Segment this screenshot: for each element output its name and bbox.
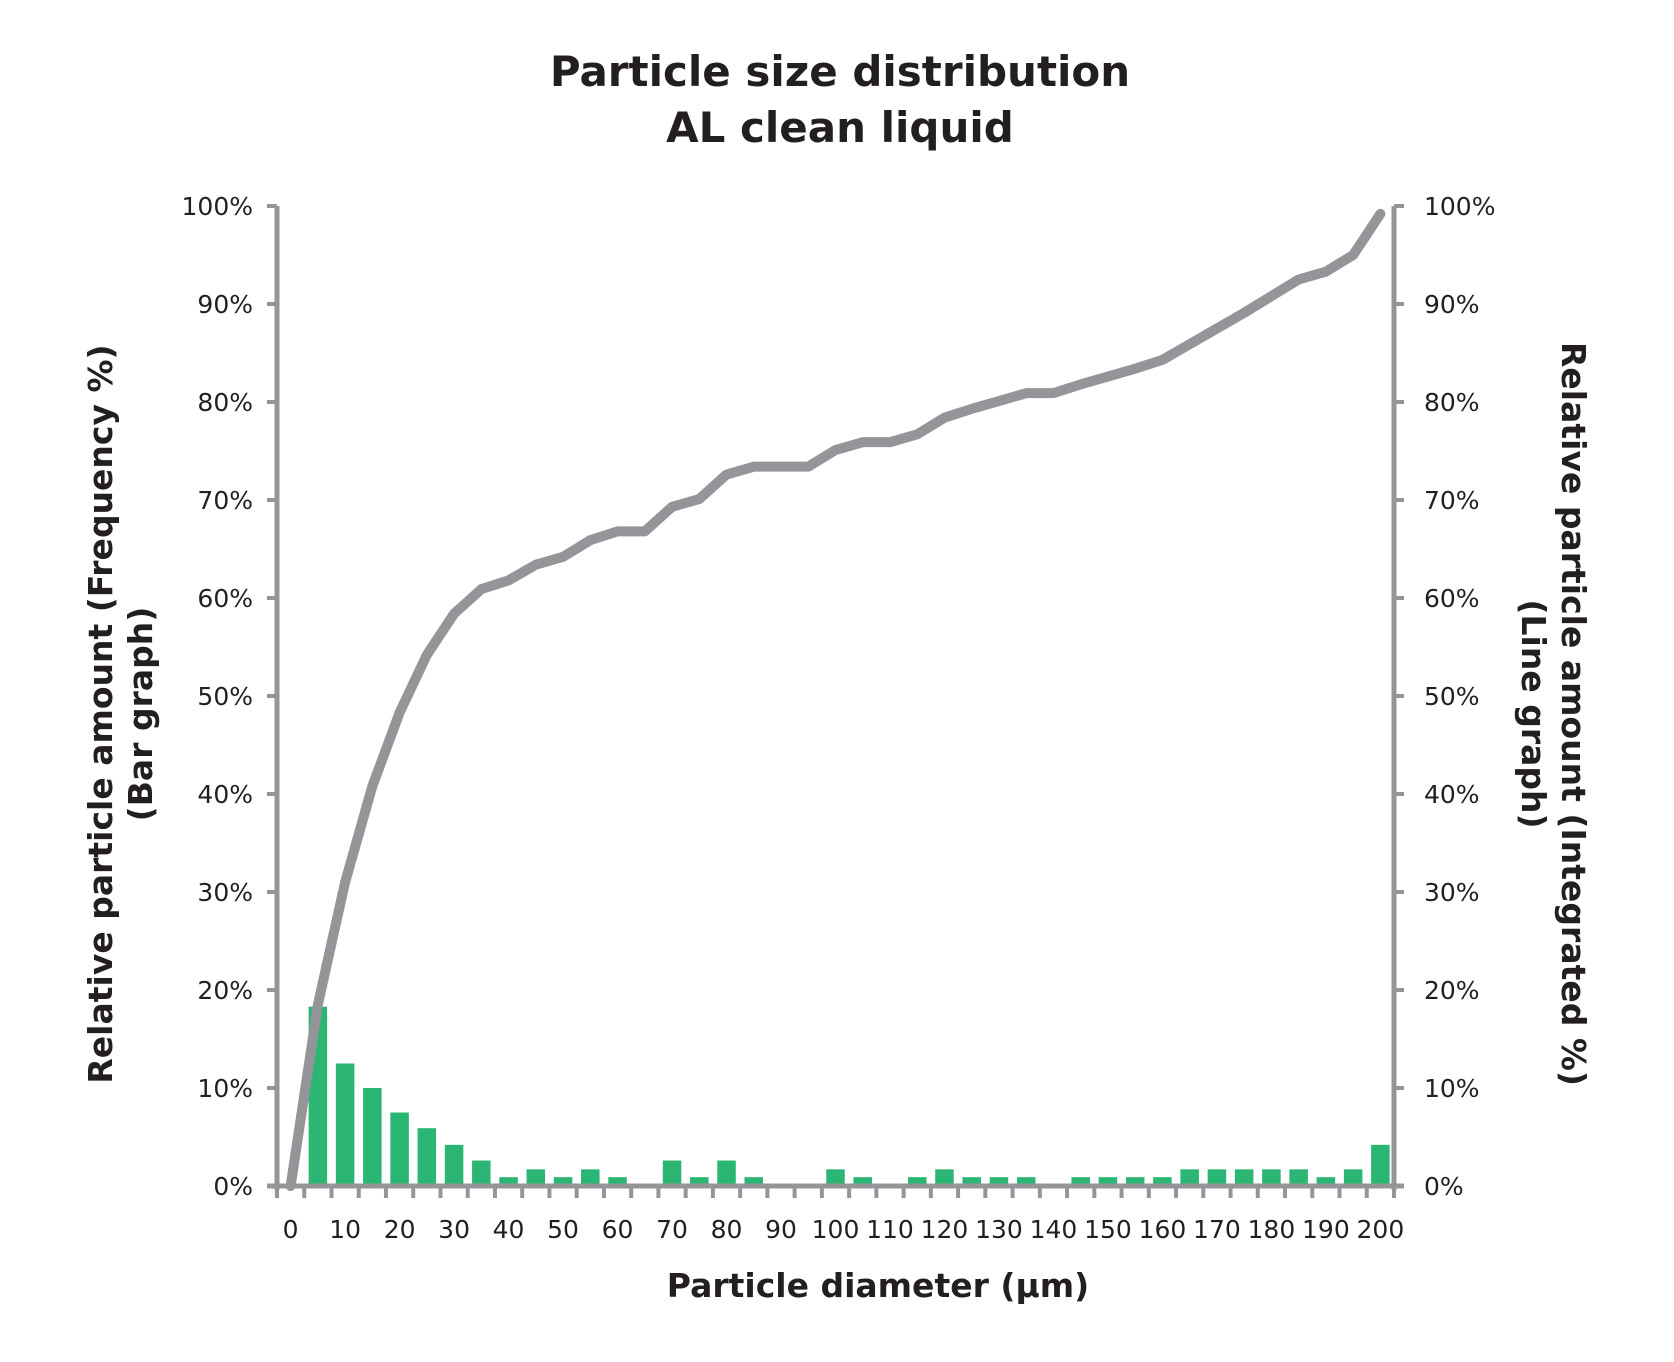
bar-180 xyxy=(1262,1169,1281,1186)
right-y-tick-label: 60% xyxy=(1424,584,1480,613)
bar-40 xyxy=(499,1177,518,1186)
bar-20 xyxy=(390,1112,409,1186)
left-y-tick-label: 0% xyxy=(213,1172,253,1201)
x-tick-label: 130 xyxy=(975,1215,1023,1244)
right-y-tick-label: 90% xyxy=(1424,290,1480,319)
bar-175 xyxy=(1234,1169,1254,1186)
bar-200 xyxy=(1371,1144,1390,1186)
x-tick-label: 200 xyxy=(1357,1215,1405,1244)
right-y-tick-label: 70% xyxy=(1424,486,1480,515)
right-y-tick-label: 40% xyxy=(1424,780,1480,809)
left-y-tick-label: 50% xyxy=(197,682,253,711)
bar-115 xyxy=(907,1177,927,1186)
bar-135 xyxy=(1016,1177,1036,1186)
x-tick-label: 140 xyxy=(1030,1215,1078,1244)
bar-130 xyxy=(989,1177,1009,1186)
bar-30 xyxy=(444,1144,464,1186)
bar-15 xyxy=(363,1088,382,1186)
bar-195 xyxy=(1343,1169,1363,1186)
x-tick-label: 40 xyxy=(493,1215,525,1244)
chart-title-line-2: AL clean liquid xyxy=(666,103,1014,152)
x-tick-label: 120 xyxy=(921,1215,969,1244)
left-y-axis-title-line-1: Relative particle amount (Frequency %) xyxy=(81,344,120,1083)
right-y-tick-label: 0% xyxy=(1424,1172,1464,1201)
x-tick-label: 50 xyxy=(547,1215,579,1244)
bar-190 xyxy=(1316,1177,1336,1186)
x-tick-label: 110 xyxy=(866,1215,914,1244)
x-tick-label: 90 xyxy=(765,1215,797,1244)
bar-60 xyxy=(608,1177,627,1186)
x-tick-label: 160 xyxy=(1139,1215,1187,1244)
cumulative-line xyxy=(285,208,1386,1191)
bar-70 xyxy=(662,1160,682,1186)
bar-80 xyxy=(717,1160,736,1186)
right-y-tick-label: 10% xyxy=(1424,1074,1480,1103)
left-y-tick-label: 10% xyxy=(197,1074,253,1103)
x-tick-label: 10 xyxy=(329,1215,361,1244)
x-tick-label: 190 xyxy=(1302,1215,1350,1244)
right-y-tick-label: 20% xyxy=(1424,976,1480,1005)
tick-labels: 0% 0% 10% 10% 20% 20% 30% 30% 40% 40% 50% 50% 60% 60%… xyxy=(182,192,1496,1244)
bar-150 xyxy=(1098,1177,1118,1186)
bar-55 xyxy=(581,1169,600,1186)
bar-165 xyxy=(1180,1169,1199,1186)
bar-50 xyxy=(553,1177,573,1186)
right-y-tick-label: 30% xyxy=(1424,878,1480,907)
bar-35 xyxy=(472,1160,491,1186)
x-tick-label: 80 xyxy=(711,1215,743,1244)
x-tick-label: 170 xyxy=(1193,1215,1241,1244)
x-tick-label: 180 xyxy=(1248,1215,1296,1244)
bar-10 xyxy=(335,1063,355,1186)
x-tick-label: 100 xyxy=(812,1215,860,1244)
x-tick-label: 150 xyxy=(1084,1215,1132,1244)
bar-105 xyxy=(853,1177,873,1186)
bar-100 xyxy=(826,1169,845,1186)
left-y-tick-label: 60% xyxy=(197,584,253,613)
x-tick-label: 60 xyxy=(602,1215,634,1244)
left-y-axis-title-line-2: (Bar graph) xyxy=(121,607,160,822)
left-y-tick-label: 30% xyxy=(197,878,253,907)
bar-25 xyxy=(417,1128,437,1186)
left-y-tick-label: 100% xyxy=(182,192,253,221)
right-y-tick-label: 50% xyxy=(1424,682,1480,711)
x-axis-title: Particle diameter (µm) xyxy=(667,1266,1089,1305)
x-tick-label: 0 xyxy=(283,1215,299,1244)
left-y-tick-label: 70% xyxy=(197,486,253,515)
bar-155 xyxy=(1125,1177,1145,1186)
bar-45 xyxy=(526,1169,546,1186)
x-tick-label: 70 xyxy=(656,1215,688,1244)
x-tick-label: 20 xyxy=(384,1215,416,1244)
bar-185 xyxy=(1289,1169,1308,1186)
bar-145 xyxy=(1071,1177,1090,1186)
left-y-tick-label: 40% xyxy=(197,780,253,809)
right-y-tick-label: 100% xyxy=(1424,192,1495,221)
right-y-axis-title-line-1: Relative particle amount (Integrated %) xyxy=(1554,342,1593,1086)
right-y-axis-title-line-2: (Line graph) xyxy=(1514,599,1553,828)
left-y-tick-label: 80% xyxy=(197,388,253,417)
bar-85 xyxy=(744,1177,764,1186)
line-series xyxy=(285,208,1386,1191)
x-tick-label: 30 xyxy=(438,1215,470,1244)
left-y-tick-label: 90% xyxy=(197,290,253,319)
bar-160 xyxy=(1153,1177,1172,1186)
bar-series xyxy=(308,1006,1390,1186)
right-y-tick-label: 80% xyxy=(1424,388,1480,417)
bar-120 xyxy=(935,1169,954,1186)
chart-title-line-1: Particle size distribution xyxy=(550,47,1130,96)
left-y-tick-label: 20% xyxy=(197,976,253,1005)
bar-75 xyxy=(690,1177,709,1186)
bar-125 xyxy=(962,1177,981,1186)
bar-170 xyxy=(1207,1169,1227,1186)
axes xyxy=(267,204,1404,1198)
